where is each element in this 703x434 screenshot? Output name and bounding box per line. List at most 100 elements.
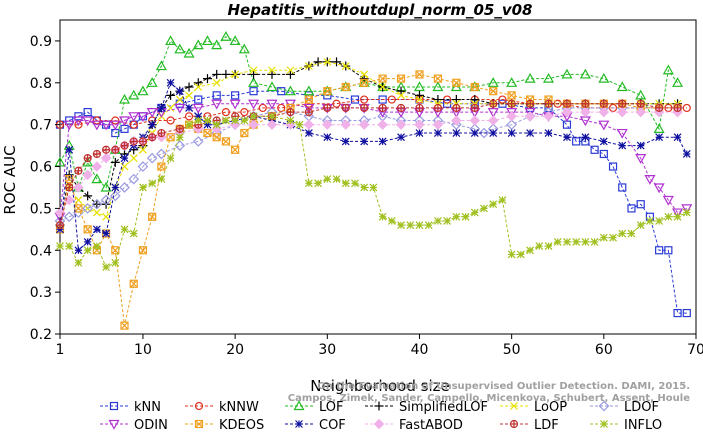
data-point-simplifiedlof [110,157,120,167]
data-point-cof [360,137,369,146]
data-point-simplifiedlof [332,57,342,67]
data-point-inflo [507,250,516,259]
data-point-inflo [185,120,193,129]
data-point-simplifiedlof [249,69,259,79]
data-point-kdeos [360,78,369,87]
data-point-fastabod [561,106,573,118]
data-point-cof [102,229,111,238]
data-point-kdeos [378,74,387,83]
data-point-odin [524,108,536,118]
data-point-inflo [590,237,599,246]
data-point-odin [598,120,610,131]
data-point-cof [157,103,166,112]
data-point-odin [266,99,278,110]
data-point-odin [644,174,656,185]
data-point-odin [174,103,186,114]
data-point-cof [507,129,516,137]
data-point-knnw [166,116,175,125]
data-point-ldof [63,211,75,223]
data-point-ldf [129,137,138,146]
legend-item-cof: COF [285,418,346,433]
data-point-inflo [332,175,341,184]
data-point-inflo [433,217,442,225]
data-point-knn [664,246,673,255]
legend-label: LOF [319,400,344,415]
data-point-ldof [91,198,103,210]
data-point-ldf [489,99,498,108]
data-point-fastabod [488,115,499,126]
data-point-simplifiedlof [285,69,295,79]
data-point-knnw [387,95,396,104]
data-point-loop [139,145,147,154]
series-fastabod [54,106,683,218]
data-point-kdeos [341,82,350,92]
data-point-cof [673,133,682,142]
data-point-lof [192,39,204,50]
data-point-kdeos [323,87,332,96]
data-point-fastabod [432,119,444,130]
data-point-inflo [74,258,83,267]
data-point-lof [238,43,250,54]
data-point-lof [598,72,610,83]
x-tick-label: 10 [134,342,152,358]
data-point-cof [74,246,83,255]
data-point-ldf [65,183,74,192]
legend-marker [109,401,119,411]
data-point-fastabod [73,182,84,193]
legend-label: kNNW [219,400,259,415]
data-point-ldf [175,124,184,133]
data-point-knn [655,246,664,255]
data-point-cof [581,133,590,142]
data-point-fastabod [322,119,333,130]
data-point-ldf [55,221,65,230]
data-point-inflo [120,225,129,234]
data-point-ldof [450,119,462,131]
x-tick-label: 60 [595,342,613,358]
series-line-fastabod [59,111,678,213]
data-point-lof [137,85,149,96]
data-point-lof [487,77,499,87]
data-point-cof [111,183,120,192]
data-point-fastabod [377,119,388,130]
legend-item-kdeos: KDEOS [185,418,264,433]
data-point-cof [397,133,405,142]
data-point-ldof [109,190,121,202]
data-point-inflo [572,237,581,246]
y-tick-label: 0.4 [30,243,52,259]
x-axis: 1 10 20 30 40 50 60 70 [56,334,703,358]
data-point-knn [608,162,618,171]
legend-label: kNN [134,400,161,415]
data-point-cof [470,129,479,137]
data-point-inflo [341,179,350,188]
data-point-knnw [258,103,267,113]
data-point-kdeos [212,133,221,142]
data-point-cof [544,129,553,137]
data-point-ldf [304,108,313,117]
data-point-cof [452,129,461,137]
data-point-kdeos [452,78,461,87]
data-point-inflo [480,204,488,213]
data-point-cof [341,137,350,146]
data-point-kdeos [240,128,249,138]
data-point-kdeos [304,95,313,104]
data-point-odin [211,99,223,110]
data-point-loop [92,208,101,217]
data-point-inflo [231,116,240,125]
data-point-odin [635,154,647,164]
legend-item-inflo: INFLO [590,418,662,433]
data-point-kdeos [120,321,129,330]
data-point-inflo [221,116,230,125]
data-point-fastabod [340,119,351,130]
data-point-inflo [102,263,111,271]
data-point-inflo [406,221,415,230]
data-point-ldf [111,145,120,154]
data-point-knn [590,145,599,154]
data-point-fastabod [395,119,407,130]
watermark-line-2: Campos, Zimek, Sander, Campello, Micenko… [288,393,690,404]
data-point-inflo [240,116,249,125]
data-point-inflo [65,242,74,251]
data-point-inflo [673,212,682,221]
data-point-loop [415,95,424,104]
data-point-cof [618,141,627,150]
